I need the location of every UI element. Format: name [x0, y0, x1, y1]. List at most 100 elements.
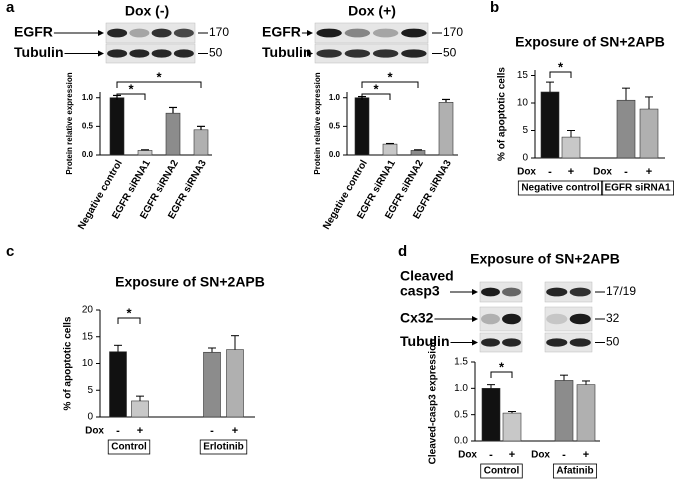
- y-tick-label: 1.0: [82, 93, 94, 102]
- size-marker: 50: [443, 46, 457, 60]
- blot-band: [173, 28, 194, 38]
- blot-label: Tubulin: [400, 333, 450, 349]
- significance-label: *: [128, 81, 134, 96]
- blot-band: [401, 49, 427, 58]
- significance-label: *: [499, 359, 505, 374]
- bar: [165, 112, 181, 156]
- blot: [479, 332, 523, 353]
- significance-label: *: [126, 305, 132, 320]
- y-tick-label: 0.0: [329, 150, 341, 159]
- row-label: Dox: [85, 426, 104, 437]
- blot: [105, 22, 196, 44]
- x-tick-label: -: [562, 449, 566, 461]
- bar: [639, 108, 659, 159]
- y-tick-label: 1.5: [454, 357, 468, 368]
- x-tick-label: +: [509, 449, 515, 461]
- row-label: Dox: [531, 450, 550, 461]
- size-marker: 50: [209, 46, 223, 60]
- arrow-head: [472, 289, 478, 295]
- x-tick-label: +: [583, 449, 589, 461]
- x-tick-label: -: [548, 166, 552, 178]
- blot-band: [502, 313, 521, 325]
- x-tick-label: -: [116, 425, 120, 437]
- group-label: Control: [484, 466, 520, 477]
- bar: [382, 143, 398, 156]
- blot-band: [107, 49, 128, 58]
- blot-band: [546, 313, 568, 325]
- arrow-head: [307, 30, 313, 36]
- blot-band: [502, 338, 521, 347]
- blot-label: Cx32: [400, 310, 434, 326]
- blot-band: [546, 338, 568, 347]
- y-axis-label: Protein relative expression: [65, 72, 74, 174]
- blot-band: [316, 49, 342, 58]
- group-label: EGFR siRNA1: [604, 183, 671, 194]
- blot-band: [344, 49, 371, 58]
- arrow-head: [472, 316, 478, 322]
- arrow-head: [472, 339, 478, 346]
- group-box: [199, 439, 248, 455]
- bar: [193, 129, 209, 156]
- blot-label: EGFR: [14, 24, 53, 40]
- bar: [502, 412, 522, 442]
- bar: [576, 384, 596, 442]
- significance-bracket: [116, 93, 146, 100]
- blot-band: [151, 49, 172, 58]
- blot-band: [546, 287, 568, 297]
- row-label: Dox: [517, 167, 536, 178]
- bar: [410, 150, 426, 156]
- bar: [137, 150, 153, 156]
- y-tick-label: 0.5: [454, 409, 468, 420]
- blot-band: [569, 287, 591, 297]
- blot-band: [502, 287, 521, 297]
- blot-title: Dox (-): [125, 3, 169, 19]
- blot-band: [569, 313, 591, 325]
- y-tick-label: 20: [82, 305, 94, 316]
- y-tick-label: 15: [517, 70, 529, 81]
- x-tick-label: -: [210, 425, 214, 437]
- bar: [561, 136, 581, 159]
- y-tick-label: 0.0: [82, 150, 94, 159]
- bar: [226, 349, 244, 418]
- blot-band: [481, 313, 500, 325]
- y-tick-label: 1.0: [329, 93, 341, 102]
- size-marker: 17/19: [606, 284, 636, 298]
- y-tick-label: 15: [82, 331, 94, 342]
- group-label: Negative control: [521, 183, 600, 194]
- significance-bracket: [549, 71, 572, 78]
- group-label: Afatinib: [556, 466, 593, 477]
- group-box: [601, 180, 674, 196]
- blot-band: [372, 49, 399, 58]
- blot-band: [569, 338, 591, 347]
- y-axis-label: Protein relative expression: [313, 72, 322, 174]
- bar: [203, 351, 221, 418]
- panel-label: a: [6, 0, 15, 16]
- blot-band: [481, 338, 500, 347]
- significance-label: *: [156, 69, 162, 84]
- x-tick-label: +: [646, 166, 652, 178]
- significance-bracket: [117, 317, 141, 324]
- bar: [540, 91, 560, 159]
- group-box: [480, 463, 523, 479]
- group-box: [107, 439, 151, 455]
- blot-band: [372, 28, 399, 38]
- bar: [438, 102, 454, 156]
- blot-band: [401, 28, 427, 38]
- blot: [479, 281, 523, 303]
- x-tick-label: +: [137, 425, 143, 437]
- chart-title: Exposure of SN+2APB: [470, 251, 620, 267]
- blot-band: [129, 49, 150, 58]
- blot-label: Tubulin: [262, 44, 312, 60]
- y-axis-label: % of apoptotic cells: [63, 316, 74, 410]
- size-marker: 170: [443, 25, 463, 39]
- arrow-head: [98, 50, 104, 57]
- arrow-head: [307, 50, 313, 57]
- bar: [616, 99, 636, 159]
- chart-title: Exposure of SN+2APB: [515, 34, 665, 50]
- blot-band: [173, 49, 194, 58]
- significance-bracket: [361, 81, 419, 88]
- arrow-head: [98, 30, 104, 36]
- group-box: [552, 463, 598, 479]
- blot-band: [481, 287, 500, 297]
- bar: [554, 380, 574, 442]
